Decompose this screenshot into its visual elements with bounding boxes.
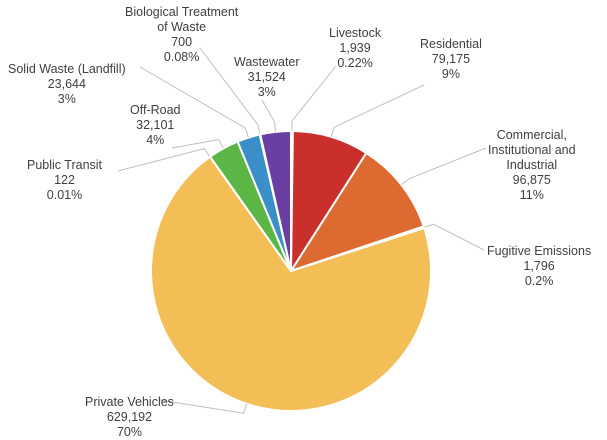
slice-name-4: Private Vehicles	[85, 395, 174, 409]
slice-label-0: Livestock 1,939 0.22%	[329, 26, 381, 71]
slice-value-6: 32,101	[136, 118, 175, 132]
leader-line-4	[159, 399, 248, 414]
slice-value-7: 23,644	[47, 77, 86, 91]
leader-line-6	[171, 139, 224, 149]
slice-label-7: Solid Waste (Landfill) 23,644 3%	[8, 62, 126, 107]
leader-line-2	[400, 147, 487, 186]
slice-label-4: Private Vehicles 629,192 70%	[85, 395, 174, 440]
slice-label-6: Off-Road 32,101 4%	[130, 103, 181, 148]
leader-line-5	[117, 148, 211, 172]
leader-line-7	[139, 66, 249, 138]
leader-line-8	[199, 47, 261, 135]
slice-name-6: Off-Road	[130, 103, 181, 117]
slice-value-5: 122	[54, 173, 75, 187]
slice-percent-4: 70%	[116, 425, 142, 439]
slice-name-1: Residential	[420, 37, 482, 51]
leader-line-3	[423, 223, 485, 251]
slice-name-9: Wastewater	[234, 55, 300, 69]
slice-value-3: 1,796	[523, 259, 555, 273]
slice-label-9: Wastewater 31,524 3%	[234, 55, 300, 100]
slice-label-5: Public Transit 122 0.01%	[27, 158, 102, 203]
leader-line-0	[291, 65, 337, 132]
slice-value-8: 700	[171, 35, 193, 49]
slice-percent-3: 0.2%	[524, 274, 554, 288]
pie-slice-9	[259, 129, 292, 272]
slice-name-8: Biological Treatment of Waste	[125, 5, 239, 34]
leader-line-1	[330, 84, 425, 138]
slice-name-5: Public Transit	[27, 158, 103, 172]
slice-name-3: Fugitive Emissions	[487, 244, 592, 258]
slice-value-1: 79,175	[431, 52, 471, 66]
slice-name-7: Solid Waste (Landfill)	[8, 62, 126, 76]
leader-line-9	[261, 99, 277, 132]
slice-value-2: 96,875	[512, 173, 551, 187]
slice-label-8: Biological Treatment of Waste 700 0.08%	[125, 5, 238, 65]
slice-value-4: 629,192	[106, 410, 153, 424]
pie-slice-4	[150, 155, 432, 412]
slice-value-0: 1,939	[339, 41, 371, 55]
slice-percent-6: 4%	[146, 133, 165, 147]
slice-percent-2: 11%	[519, 188, 544, 202]
slice-percent-1: 9%	[441, 67, 460, 81]
slice-percent-8: 0.08%	[163, 50, 200, 64]
slice-percent-0: 0.22%	[337, 56, 373, 70]
slice-label-3: Fugitive Emissions 1,796 0.2%	[487, 244, 591, 289]
slice-label-2: Commercial, Institutional and Industrial 96…	[488, 128, 576, 203]
slice-value-9: 31,524	[247, 70, 286, 84]
slice-percent-9: 3%	[257, 85, 276, 99]
slice-label-1: Residential 79,175 9%	[420, 37, 482, 82]
slice-percent-5: 0.01%	[46, 188, 83, 202]
slice-percent-7: 3%	[57, 92, 76, 106]
slice-name-2: Commercial, Institutional and Industrial	[488, 128, 576, 172]
slice-name-0: Livestock	[329, 26, 382, 40]
